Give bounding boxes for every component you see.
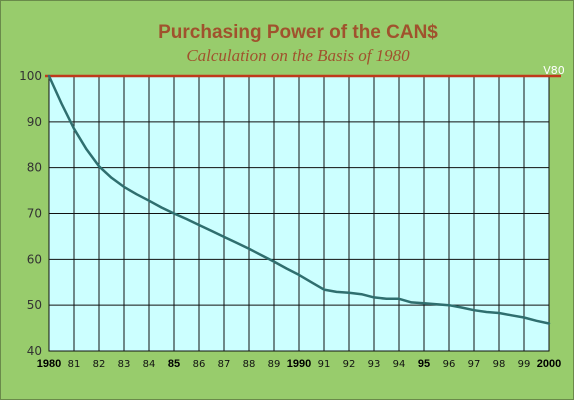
data-point	[473, 309, 475, 311]
data-point	[348, 292, 350, 294]
x-tick-label: 91	[318, 359, 331, 370]
chart-subtitle: Calculation on the Basis of 1980	[186, 46, 410, 65]
data-point	[198, 224, 200, 226]
data-point	[523, 316, 525, 319]
data-point	[110, 177, 113, 179]
x-tick-label: 88	[243, 359, 256, 370]
data-point	[48, 75, 50, 77]
data-point	[85, 148, 88, 150]
x-tick-label: 99	[518, 359, 531, 370]
x-tick-label: 87	[218, 359, 231, 370]
y-tick-label: 100	[19, 69, 42, 83]
data-point	[235, 242, 238, 244]
data-point	[448, 304, 450, 306]
reference-layer: V80	[45, 64, 565, 78]
data-point	[373, 296, 375, 298]
data-point	[185, 218, 188, 220]
data-point	[135, 193, 138, 195]
x-tick-label: 97	[468, 359, 481, 370]
data-point	[98, 165, 100, 167]
data-point	[248, 248, 250, 250]
data-point	[323, 289, 325, 291]
data-point	[398, 298, 400, 300]
data-point	[285, 267, 288, 270]
x-tick-label: 89	[268, 359, 281, 370]
data-point	[260, 254, 263, 256]
x-axis-ticks: 1980 81 82 83 84 85 86 87 88 89 1990 91 92 93 94 95 96 97…	[37, 358, 561, 370]
data-point	[148, 200, 150, 202]
data-point	[435, 303, 438, 305]
y-tick-label: 40	[27, 344, 42, 358]
data-point	[210, 230, 213, 232]
data-point	[298, 274, 300, 276]
x-tick-label: 2000	[537, 358, 561, 370]
x-tick-label: 93	[368, 359, 381, 370]
y-tick-label: 70	[27, 207, 42, 221]
data-point	[498, 312, 500, 314]
x-tick-label: 98	[493, 359, 506, 370]
data-point	[60, 102, 63, 105]
reference-label: V80	[543, 64, 565, 77]
y-tick-label: 90	[27, 115, 42, 129]
data-point	[423, 302, 425, 304]
chart-title: Purchasing Power of the CAN$	[158, 22, 438, 43]
y-tick-label: 50	[27, 298, 42, 312]
data-point	[548, 322, 550, 325]
data-point	[173, 212, 175, 215]
x-tick-label: 1990	[287, 358, 311, 370]
data-point	[410, 301, 413, 303]
data-point	[73, 128, 75, 130]
data-point	[273, 261, 275, 263]
x-tick-label: 92	[343, 359, 356, 370]
data-point	[223, 236, 225, 238]
x-tick-label: 94	[393, 359, 406, 370]
x-tick-label: 1980	[37, 358, 61, 370]
data-point	[460, 306, 463, 309]
y-axis-ticks: 40 50 60 70 80 90 100	[19, 69, 42, 358]
x-tick-label: 82	[93, 359, 106, 370]
x-tick-label: 85	[168, 358, 180, 370]
y-tick-label: 60	[27, 252, 42, 266]
x-tick-label: 81	[68, 359, 81, 370]
data-point	[385, 298, 388, 300]
y-tick-label: 80	[27, 161, 42, 175]
data-point	[535, 320, 538, 322]
data-point	[485, 311, 488, 313]
data-point	[360, 293, 363, 295]
x-tick-label: 96	[443, 359, 456, 370]
data-point	[160, 206, 163, 209]
x-tick-label: 86	[193, 359, 206, 370]
data-point	[335, 291, 338, 293]
data-point	[510, 314, 513, 316]
data-point	[123, 186, 125, 188]
x-tick-label: 83	[118, 359, 131, 370]
x-tick-label: 84	[143, 359, 156, 370]
data-point	[310, 281, 313, 283]
series-layer	[47, 74, 551, 325]
x-tick-label: 95	[418, 358, 430, 370]
